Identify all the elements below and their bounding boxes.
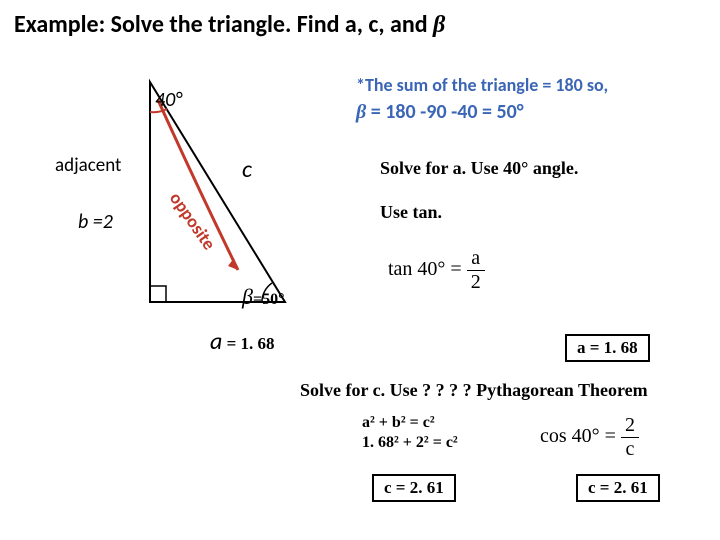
a-value: = 1. 68 <box>222 334 274 353</box>
cos-den: c <box>621 438 639 461</box>
c-label: c <box>242 155 252 184</box>
title-text: Example: Solve the triangle. Find a, c, … <box>14 10 433 39</box>
content-canvas: 40° adjacent b =2 opposite c β=50° a = 1… <box>0 52 720 540</box>
adjacent-label: adjacent <box>55 154 121 177</box>
beta-result-sym: β <box>356 101 366 123</box>
pyth-eq2: 1. 68² + 2² = c² <box>362 434 458 452</box>
a-symbol: a <box>210 327 222 356</box>
a-result: a = 1. 68 <box>565 334 650 362</box>
c-result-2: c = 2. 61 <box>576 474 660 502</box>
page-title: Example: Solve the triangle. Find a, c, … <box>0 0 720 39</box>
triangle-outline <box>150 82 285 302</box>
cos-lhs: cos 40° = <box>540 425 616 447</box>
title-beta: β <box>433 12 445 38</box>
top-angle-label: 40° <box>155 88 182 112</box>
tan-den: 2 <box>467 271 485 294</box>
use-tan: Use tan. <box>380 202 442 223</box>
triangle-diagram <box>0 52 720 540</box>
beta-value: =50° <box>253 291 285 308</box>
tan-equation: tan 40° = a 2 <box>388 247 485 294</box>
tan-lhs: tan 40° = <box>388 258 462 280</box>
c-result-box-1: c = 2. 61 <box>372 474 456 502</box>
c-result-1: c = 2. 61 <box>372 474 456 502</box>
cos-equation: cos 40° = 2 c <box>540 414 639 461</box>
a-result-box: a = 1. 68 <box>565 334 650 362</box>
cos-fraction: 2 c <box>621 414 639 461</box>
solve-a-heading: Solve for a. Use 40° angle. <box>380 158 578 179</box>
pyth-eq1: a² + b² = c² <box>362 414 435 432</box>
b-label: b =2 <box>78 210 113 234</box>
tan-fraction: a 2 <box>467 247 485 294</box>
c-result-box-2: c = 2. 61 <box>576 474 660 502</box>
a-bottom: a = 1. 68 <box>210 327 275 356</box>
beta-result-text: = 180 -90 -40 = 50° <box>366 100 523 124</box>
right-angle-marker <box>150 286 166 302</box>
sum-note: *The sum of the triangle = 180 so, <box>356 74 608 96</box>
beta-result: β = 180 -90 -40 = 50° <box>356 100 524 124</box>
cos-num: 2 <box>621 414 639 438</box>
tan-num: a <box>467 247 485 271</box>
beta-bottom: β=50° <box>242 284 284 310</box>
beta-symbol: β <box>242 284 253 309</box>
solve-c-heading: Solve for c. Use ? ? ? ? Pythagorean The… <box>300 380 648 401</box>
